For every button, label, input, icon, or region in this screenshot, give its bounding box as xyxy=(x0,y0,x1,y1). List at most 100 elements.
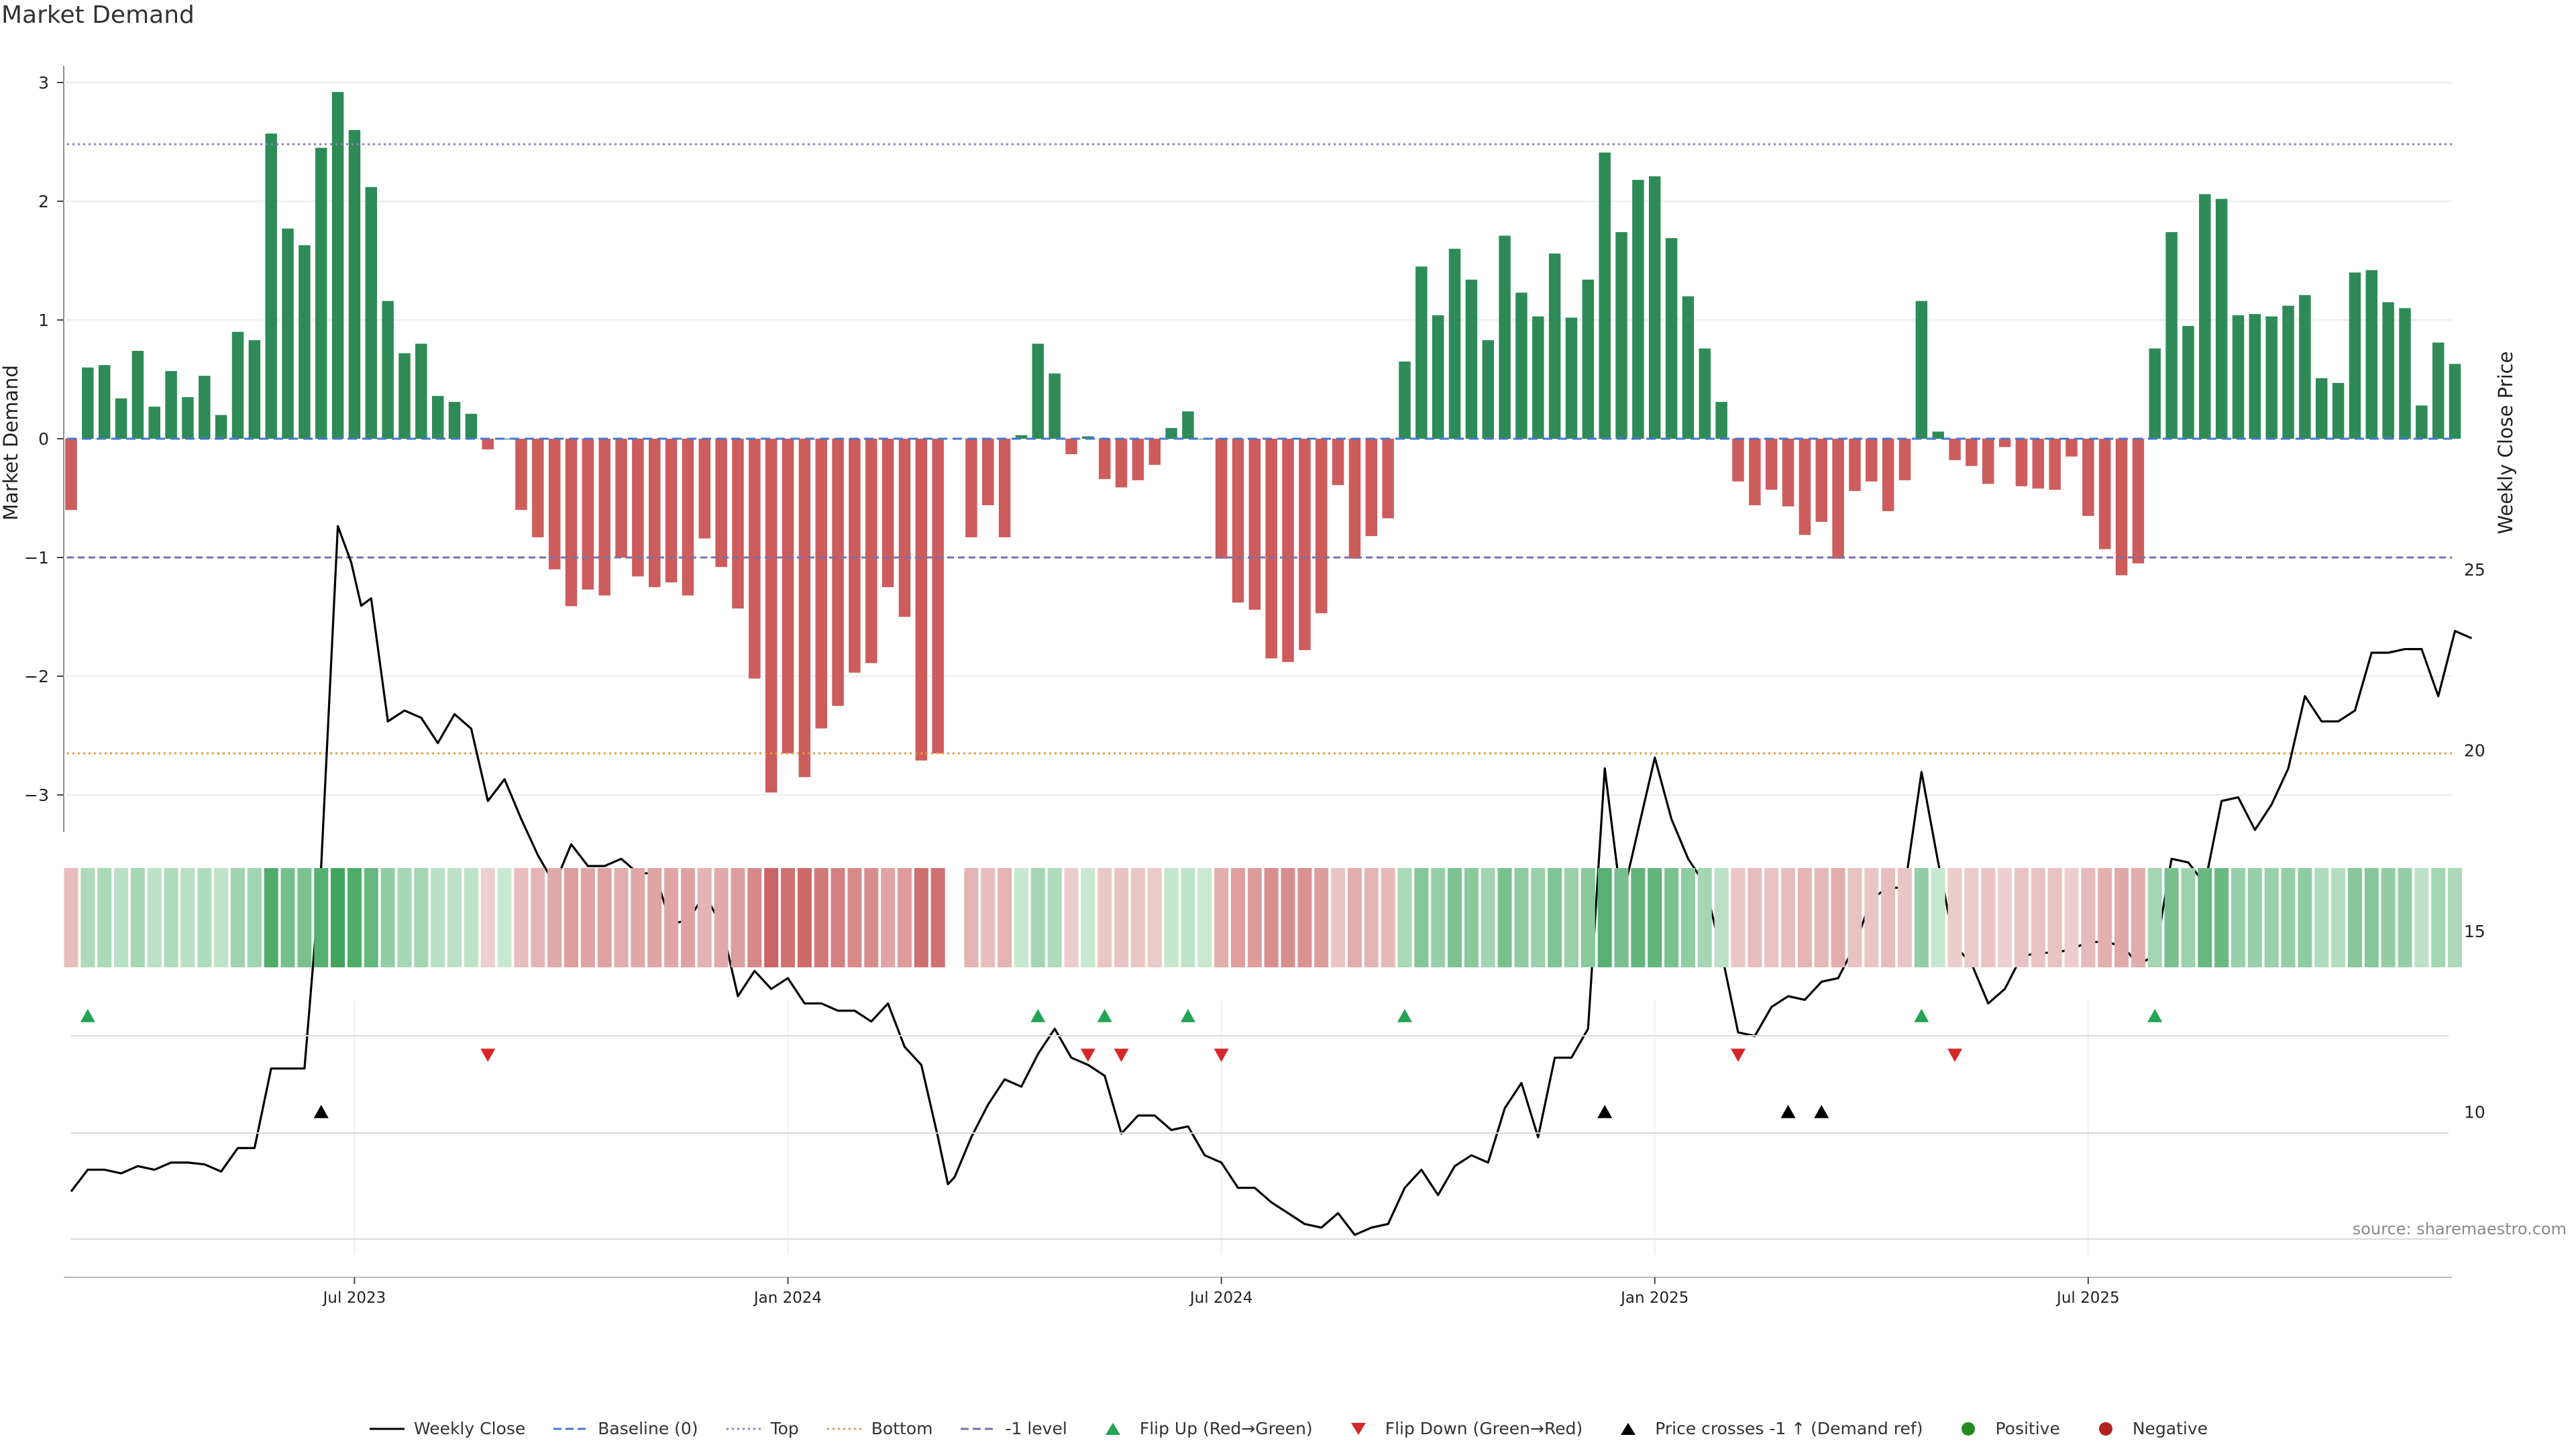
legend-item: Baseline (0) xyxy=(552,1419,698,1438)
flip-down-marker xyxy=(1114,1049,1129,1062)
heat-cell xyxy=(664,868,679,967)
heat-cell xyxy=(2398,868,2412,967)
demand-bar xyxy=(665,439,678,583)
heat-cell xyxy=(397,868,412,967)
flip-up-marker xyxy=(1914,1009,1929,1022)
heat-cell xyxy=(464,868,478,967)
heat-cell xyxy=(2098,868,2112,967)
legend-label: Price crosses -1 ↑ (Demand ref) xyxy=(1655,1419,1923,1438)
heat-cell xyxy=(1297,868,1312,967)
demand-bar xyxy=(365,186,378,439)
heat-cell xyxy=(2448,868,2463,967)
y2-tick-label: 15 xyxy=(2464,922,2485,941)
heat-cell xyxy=(1047,868,1062,967)
demand-bar xyxy=(2232,315,2245,439)
demand-bar xyxy=(2065,439,2078,457)
demand-bar xyxy=(248,340,261,439)
heat-cell xyxy=(1130,868,1145,967)
heat-cell xyxy=(2247,868,2262,967)
demand-bar xyxy=(182,397,194,439)
demand-bar xyxy=(2015,439,2028,486)
demand-bar xyxy=(148,407,160,439)
heat-cell xyxy=(2147,868,2162,967)
heat-cell xyxy=(1998,868,2012,967)
flip-up-marker xyxy=(1030,1009,1046,1022)
heat-cell xyxy=(1881,868,1896,967)
demand-bar xyxy=(431,396,444,439)
y-tick-label: −1 xyxy=(24,548,49,568)
legend-label: Bottom xyxy=(871,1419,933,1438)
heat-cell xyxy=(1597,868,1612,967)
legend-item: Price crosses -1 ↑ (Demand ref) xyxy=(1609,1419,1923,1438)
heat-cell xyxy=(747,868,762,967)
heat-cell xyxy=(347,868,362,967)
heat-cell xyxy=(2164,868,2179,967)
demand-bar xyxy=(199,376,211,439)
heat-cell xyxy=(1631,868,1646,967)
heat-cell xyxy=(2014,868,2029,967)
legend-swatch xyxy=(553,1428,589,1430)
demand-bar xyxy=(732,439,744,609)
demand-bar xyxy=(398,353,411,439)
heat-cell xyxy=(797,868,812,967)
heat-cell xyxy=(2031,868,2045,967)
heat-cell xyxy=(881,868,896,967)
demand-bar xyxy=(382,301,394,439)
demand-bar xyxy=(1782,439,1794,506)
heat-cell xyxy=(1381,868,1395,967)
demand-bar xyxy=(2432,342,2445,439)
demand-bar xyxy=(331,92,344,439)
demand-bar xyxy=(2199,194,2211,439)
demand-bar xyxy=(2082,439,2094,517)
heat-cell xyxy=(80,868,95,967)
demand-bar xyxy=(1182,411,1194,439)
heat-cell xyxy=(1030,868,1045,967)
heat-cell xyxy=(2181,868,2196,967)
demand-bar xyxy=(2115,439,2128,576)
demand-bar xyxy=(1548,253,1561,439)
heat-cell xyxy=(497,868,512,967)
demand-bar xyxy=(1982,439,1994,484)
heat-cell xyxy=(864,868,879,967)
heat-cell xyxy=(2047,868,2062,967)
legend-swatch xyxy=(1105,1422,1120,1435)
legend-item: Positive xyxy=(1949,1419,2060,1438)
demand-bar xyxy=(615,439,627,557)
demand-bar xyxy=(982,439,994,506)
heat-cell xyxy=(1197,868,1212,967)
demand-bar xyxy=(2182,325,2194,439)
demand-bar xyxy=(1132,439,1144,480)
demand-bar xyxy=(1215,439,1228,559)
demand-bar xyxy=(1866,439,1878,482)
heat-cell xyxy=(2214,868,2229,967)
legend-label: Weekly Close xyxy=(413,1419,526,1438)
demand-bar xyxy=(1665,237,1678,439)
heat-cell xyxy=(764,868,779,967)
demand-bar xyxy=(2249,314,2261,439)
x-tick-label: Jul 2023 xyxy=(322,1289,386,1307)
flip-down-marker xyxy=(480,1049,496,1062)
y-tick-label: 2 xyxy=(38,192,49,211)
heat-cell xyxy=(514,868,529,967)
heat-cell xyxy=(2314,868,2329,967)
heat-cell xyxy=(580,868,595,967)
demand-bar xyxy=(715,439,727,568)
heat-cell xyxy=(631,868,645,967)
y2-tick-label: 20 xyxy=(2464,741,2485,761)
heat-cell xyxy=(680,868,695,967)
heat-cell xyxy=(1064,868,1079,967)
heat-cell xyxy=(1497,868,1512,967)
demand-bar xyxy=(1448,248,1461,439)
demand-bar xyxy=(932,439,944,754)
demand-bar xyxy=(849,439,861,673)
legend-swatch xyxy=(1962,1421,1976,1436)
y-axis-title: Market Demand xyxy=(0,365,22,521)
flip-down-marker xyxy=(1080,1049,1095,1062)
demand-bar xyxy=(98,365,111,439)
heat-cell xyxy=(898,868,912,967)
demand-bar xyxy=(2032,439,2045,489)
demand-bar xyxy=(2165,232,2178,439)
heat-cell xyxy=(264,868,278,967)
demand-bar xyxy=(265,133,277,439)
heat-cell xyxy=(480,868,495,967)
